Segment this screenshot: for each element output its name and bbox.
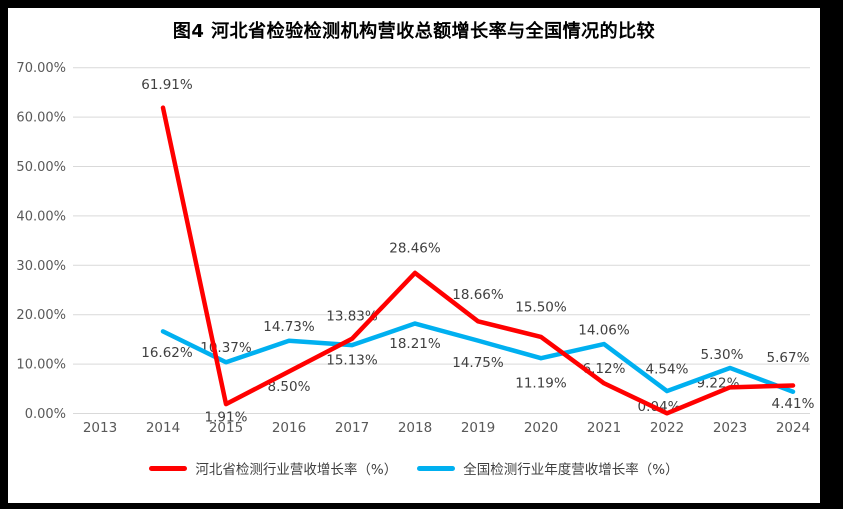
data-label: 5.30% [701, 347, 744, 363]
data-label: 11.19% [515, 376, 567, 392]
data-label: 4.41% [772, 396, 815, 412]
data-label: 15.50% [515, 299, 567, 315]
data-label: 15.13% [326, 352, 378, 368]
x-axis-label: 2020 [524, 420, 558, 436]
data-label: 14.75% [452, 355, 504, 371]
hebei-line [160, 105, 796, 416]
data-label: 61.91% [141, 77, 193, 93]
x-axis-label: 2022 [650, 420, 684, 436]
data-label: 14.06% [578, 323, 630, 339]
x-axis-label: 2014 [146, 420, 180, 436]
x-axis-label: 2024 [776, 420, 810, 436]
legend-label: 全国检测行业年度营收增长率（%） [463, 462, 679, 478]
data-label: 18.66% [452, 287, 504, 303]
chart-title: 图4 河北省检验检测机构营收总额增长率与全国情况的比较 [172, 21, 656, 42]
x-axis-label: 2021 [587, 420, 621, 436]
data-label: 16.62% [141, 345, 193, 361]
x-axis-label: 2016 [272, 420, 306, 436]
y-axis-tick-label: 70.00% [16, 61, 66, 76]
data-label: 4.54% [646, 362, 689, 378]
chart-canvas: 70.00% 60.00% 50.00% 40.00% 30.00% 20.00% 10.0… [8, 8, 820, 503]
legend-item-national: 全国检测行业年度营收增长率（%） [417, 458, 679, 478]
y-axis-tick-label: 0.00% [25, 407, 66, 422]
line-chart: 70.00% 60.00% 50.00% 40.00% 30.00% 20.00% 10.0… [16, 61, 815, 436]
national-line [160, 321, 796, 394]
y-axis-tick-label: 60.00% [16, 111, 66, 126]
y-axis-tick-label: 40.00% [16, 209, 66, 224]
legend-swatch-national [417, 465, 456, 471]
x-axis-label: 2015 [209, 420, 243, 436]
x-axis-label: 2019 [461, 420, 495, 436]
legend: 河北省检测行业营收增长率（%） 全国检测行业年度营收增长率（%） [8, 458, 820, 478]
data-label: 8.50% [268, 379, 311, 395]
y-axis-tick-label: 50.00% [16, 160, 66, 175]
data-label: 18.21% [389, 336, 441, 352]
y-axis-tick-label: 20.00% [16, 308, 66, 323]
legend-swatch-hebei [149, 465, 188, 471]
x-axis-label: 2023 [713, 420, 747, 436]
data-label: 28.46% [389, 240, 441, 256]
x-axis-label: 2013 [83, 420, 117, 436]
y-axis-tick-label: 10.00% [16, 358, 66, 373]
x-axis-label: 2018 [398, 420, 432, 436]
y-axis-tick-label: 30.00% [16, 259, 66, 274]
legend-label: 河北省检测行业营收增长率（%） [195, 462, 398, 478]
data-label: 14.73% [263, 319, 315, 335]
data-label: 1.91% [205, 410, 248, 426]
data-label: 13.83% [326, 309, 378, 325]
legend-item-hebei: 河北省检测行业营收增长率（%） [149, 458, 397, 478]
data-label: 5.67% [767, 350, 810, 366]
x-axis-label: 2017 [335, 420, 369, 436]
